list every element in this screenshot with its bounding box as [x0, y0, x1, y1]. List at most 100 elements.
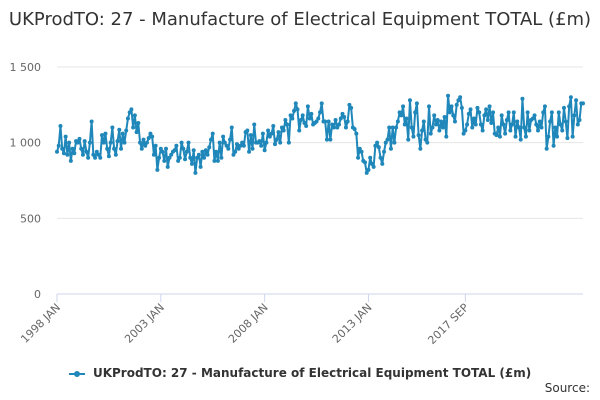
data-point[interactable]	[167, 155, 172, 160]
data-point[interactable]	[141, 137, 146, 142]
data-point[interactable]	[478, 122, 483, 127]
data-point[interactable]	[84, 149, 89, 154]
data-point[interactable]	[110, 125, 115, 130]
data-point[interactable]	[288, 113, 293, 118]
data-point[interactable]	[138, 140, 143, 145]
data-point[interactable]	[77, 136, 82, 141]
data-point[interactable]	[333, 117, 338, 122]
data-point[interactable]	[511, 110, 516, 115]
data-point[interactable]	[477, 110, 482, 115]
data-point[interactable]	[212, 158, 217, 163]
data-point[interactable]	[558, 122, 563, 127]
data-point[interactable]	[257, 139, 262, 144]
data-point[interactable]	[452, 119, 457, 124]
data-point[interactable]	[427, 104, 432, 109]
data-point[interactable]	[428, 131, 433, 136]
data-point[interactable]	[563, 119, 568, 124]
data-point[interactable]	[504, 117, 509, 122]
data-point[interactable]	[499, 113, 504, 118]
data-point[interactable]	[60, 146, 65, 151]
data-point[interactable]	[305, 104, 310, 109]
data-point[interactable]	[440, 125, 445, 130]
data-point[interactable]	[224, 143, 229, 148]
data-point[interactable]	[172, 148, 177, 153]
data-point[interactable]	[160, 149, 165, 154]
data-point[interactable]	[407, 98, 412, 103]
data-point[interactable]	[439, 119, 444, 124]
data-point[interactable]	[470, 125, 475, 130]
data-point[interactable]	[446, 93, 451, 98]
data-point[interactable]	[425, 140, 430, 145]
data-point[interactable]	[285, 122, 290, 127]
data-point[interactable]	[501, 122, 506, 127]
data-point[interactable]	[324, 137, 329, 142]
data-point[interactable]	[290, 116, 295, 121]
data-point[interactable]	[274, 137, 279, 142]
data-point[interactable]	[177, 155, 182, 160]
data-point[interactable]	[200, 149, 205, 154]
data-point[interactable]	[269, 131, 274, 136]
data-point[interactable]	[286, 140, 291, 145]
data-point[interactable]	[151, 152, 156, 157]
data-point[interactable]	[340, 111, 345, 116]
data-point[interactable]	[61, 151, 66, 156]
data-point[interactable]	[432, 113, 437, 118]
data-point[interactable]	[205, 152, 210, 157]
data-point[interactable]	[169, 152, 174, 157]
data-point[interactable]	[127, 110, 132, 115]
data-point[interactable]	[570, 134, 575, 139]
data-point[interactable]	[189, 161, 194, 166]
data-point[interactable]	[55, 149, 59, 154]
data-point[interactable]	[271, 124, 276, 129]
data-point[interactable]	[337, 122, 342, 127]
data-point[interactable]	[542, 104, 547, 109]
data-point[interactable]	[183, 157, 188, 162]
data-point[interactable]	[414, 101, 419, 106]
data-point[interactable]	[58, 124, 63, 129]
data-point[interactable]	[442, 114, 447, 119]
data-point[interactable]	[409, 125, 414, 130]
data-point[interactable]	[196, 152, 201, 157]
data-point[interactable]	[484, 107, 489, 112]
data-point[interactable]	[314, 119, 319, 124]
data-point[interactable]	[525, 110, 530, 115]
data-point[interactable]	[219, 155, 224, 160]
data-point[interactable]	[456, 98, 461, 103]
data-point[interactable]	[134, 130, 139, 135]
data-point[interactable]	[215, 158, 220, 163]
data-point[interactable]	[245, 128, 250, 133]
data-point[interactable]	[236, 146, 241, 151]
data-point[interactable]	[136, 120, 141, 125]
data-point[interactable]	[575, 122, 580, 127]
data-point[interactable]	[65, 152, 70, 157]
data-point[interactable]	[349, 105, 354, 110]
data-point[interactable]	[108, 140, 113, 145]
data-point[interactable]	[565, 136, 570, 141]
data-point[interactable]	[402, 122, 407, 127]
data-point[interactable]	[231, 152, 236, 157]
data-point[interactable]	[387, 125, 392, 130]
data-point[interactable]	[548, 119, 553, 124]
data-point[interactable]	[406, 137, 411, 142]
data-point[interactable]	[466, 111, 471, 116]
data-point[interactable]	[423, 137, 428, 142]
data-point[interactable]	[248, 133, 253, 138]
data-point[interactable]	[297, 128, 302, 133]
data-point[interactable]	[397, 110, 402, 115]
data-point[interactable]	[193, 170, 198, 175]
data-point[interactable]	[124, 128, 129, 133]
data-point[interactable]	[520, 96, 525, 101]
data-point[interactable]	[304, 124, 309, 129]
data-point[interactable]	[523, 134, 528, 139]
data-point[interactable]	[475, 105, 480, 110]
data-point[interactable]	[496, 125, 501, 130]
data-point[interactable]	[226, 146, 231, 151]
data-point[interactable]	[383, 140, 388, 145]
data-point[interactable]	[449, 104, 454, 109]
data-point[interactable]	[388, 146, 393, 151]
data-point[interactable]	[96, 152, 101, 157]
data-point[interactable]	[494, 133, 499, 138]
data-point[interactable]	[510, 122, 515, 127]
data-point[interactable]	[364, 170, 369, 175]
data-point[interactable]	[371, 164, 376, 169]
